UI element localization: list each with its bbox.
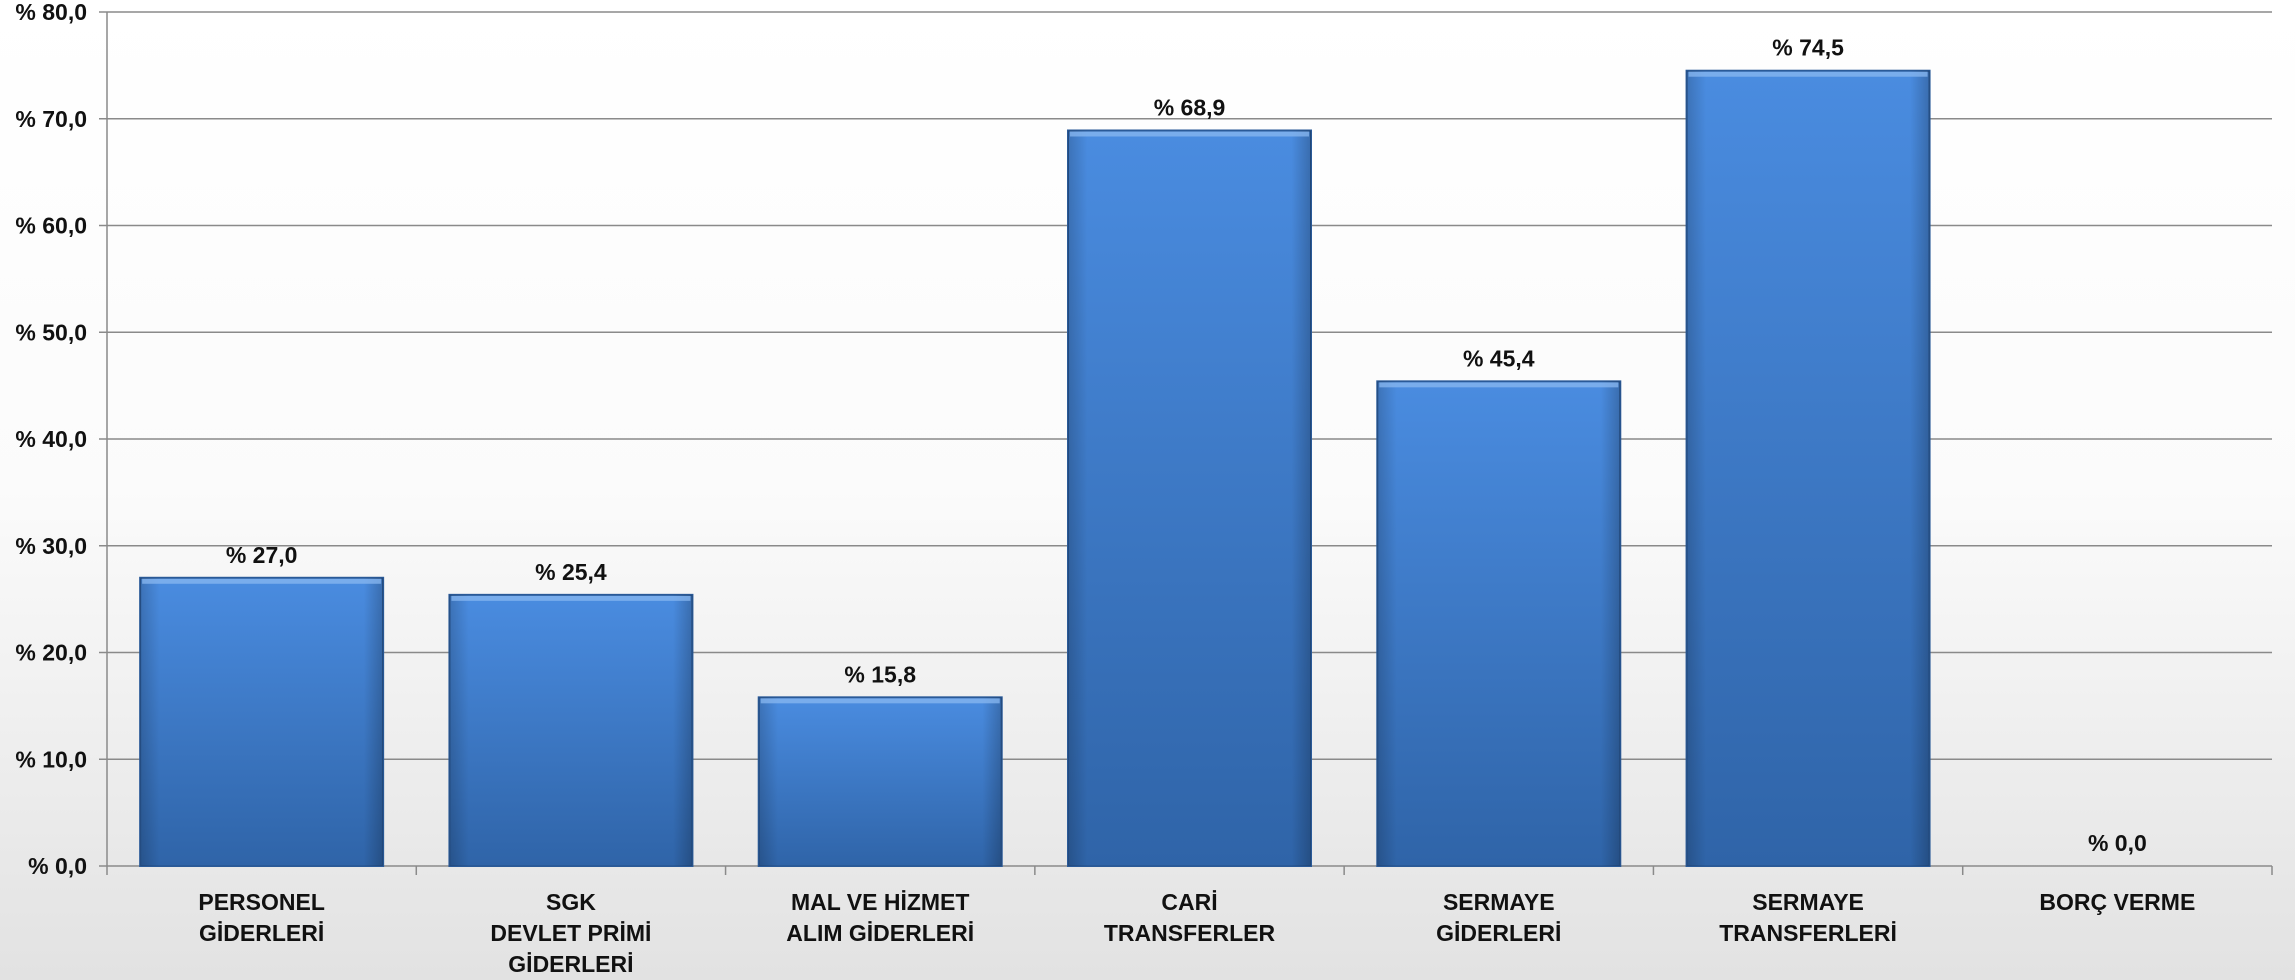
y-tick-label: % 40,0 [15, 426, 87, 452]
x-category-label: PERSONEL GİDERLERİ [198, 889, 325, 946]
x-category-label-line: PERSONEL [198, 889, 325, 915]
bar-highlight [451, 595, 691, 601]
y-tick-label: % 30,0 [15, 533, 87, 559]
bar-shading [449, 594, 693, 866]
y-tick-label: % 10,0 [15, 746, 87, 772]
y-tick-label: % 0,0 [28, 853, 87, 879]
x-category-label-line: SERMAYE [1443, 889, 1555, 915]
x-category-label-line: GİDERLERİ [508, 951, 633, 977]
bar-highlight [760, 698, 1000, 704]
x-category-label-line: SERMAYE [1752, 889, 1864, 915]
bar [1685, 69, 1931, 867]
y-tick-label: % 50,0 [15, 319, 87, 345]
bar [1067, 129, 1312, 867]
x-category-label-line: MAL VE HİZMET [791, 889, 969, 915]
bar-shading [758, 697, 1002, 866]
y-tick-label: % 60,0 [15, 213, 87, 239]
x-category-label-line: GİDERLERİ [199, 920, 324, 946]
bar [448, 593, 694, 867]
bar-shading [1377, 381, 1621, 866]
bar [757, 696, 1003, 868]
data-label: % 0,0 [2088, 830, 2147, 856]
x-category-label-line: ALIM GİDERLERİ [786, 920, 974, 946]
x-category-label-line: SGK [546, 889, 596, 915]
bar-highlight [1070, 131, 1309, 137]
x-category-label-line: GİDERLERİ [1436, 920, 1561, 946]
x-category-label-line: DEVLET PRİMİ [490, 920, 651, 946]
bar-shading [1686, 70, 1930, 866]
labels: % 27,0 PERSONEL GİDERLERİ % 25,4 SGK DEVLET P… [198, 35, 2195, 977]
x-category-label-line: CARİ [1161, 889, 1217, 915]
x-category-label-line: TRANSFERLER [1104, 920, 1276, 946]
bar-shading [140, 577, 384, 866]
bars [139, 69, 1931, 868]
data-label: % 15,8 [844, 661, 916, 687]
x-category-label: SERMAYE GİDERLERİ [1436, 889, 1561, 946]
x-category-label-line: BORÇ VERME [2039, 889, 2195, 915]
data-label: % 74,5 [1772, 35, 1844, 61]
data-label: % 68,9 [1154, 94, 1226, 120]
bar-highlight [1379, 382, 1619, 388]
x-category-label: CARİ TRANSFERLER [1104, 889, 1276, 946]
x-category-label: BORÇ VERME [2039, 889, 2195, 915]
y-tick-label: % 80,0 [15, 0, 87, 25]
data-label: % 25,4 [535, 559, 607, 585]
data-label: % 45,4 [1463, 345, 1535, 371]
bar-highlight [142, 578, 382, 584]
bar [139, 576, 385, 868]
y-tick-label: % 70,0 [15, 106, 87, 132]
bar-shading [1068, 130, 1311, 866]
y-tick-label: % 20,0 [15, 640, 87, 666]
bar [1376, 380, 1622, 867]
x-category-label: SGK DEVLET PRİMİ GİDERLERİ [490, 889, 651, 977]
x-category-label-line: TRANSFERLERİ [1719, 920, 1897, 946]
bar-highlight [1688, 71, 1928, 77]
data-label: % 27,0 [226, 542, 298, 568]
x-category-label: SERMAYE TRANSFERLERİ [1719, 889, 1897, 946]
x-category-label: MAL VE HİZMET ALIM GİDERLERİ [786, 889, 974, 946]
